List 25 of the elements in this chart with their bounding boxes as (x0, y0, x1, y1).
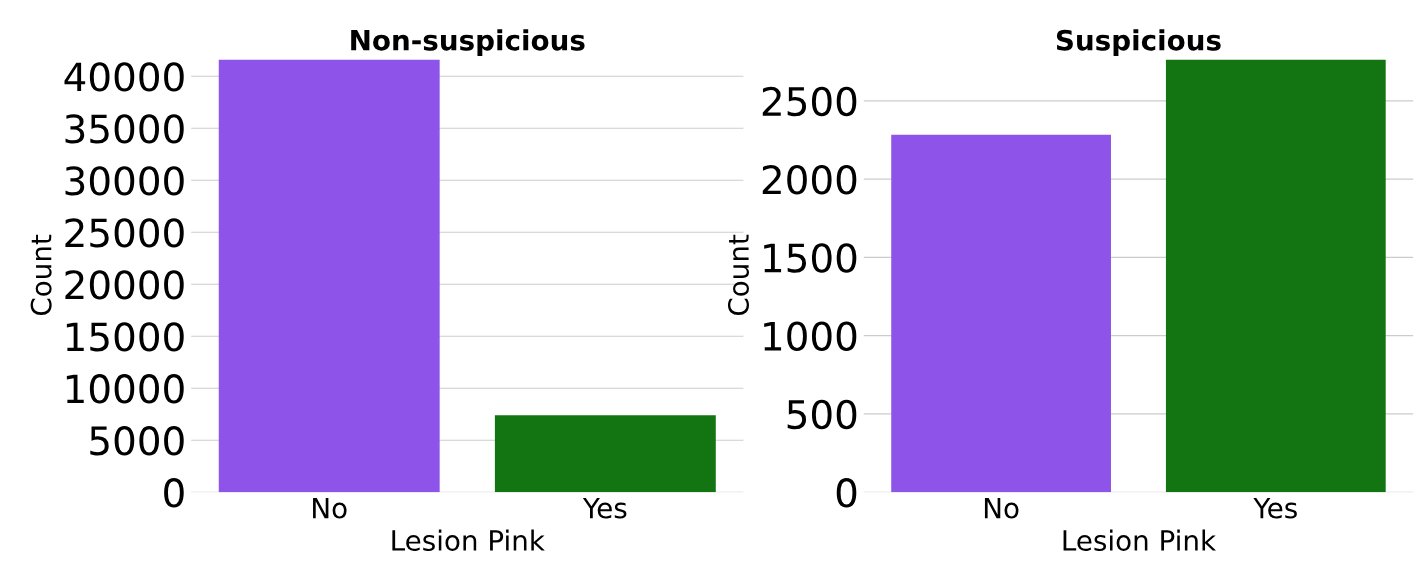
y-tick-label: 500 (787, 399, 857, 430)
x-tick-label: No (984, 497, 1019, 519)
y-axis-title: Count (30, 234, 52, 316)
y-tick-label: 35000 (65, 114, 184, 144)
y-tick-label: 1000 (764, 321, 857, 351)
y-tick-label: 20000 (65, 270, 184, 300)
y-tick-label: 0 (836, 478, 857, 508)
chart-title: Non-suspicious (351, 29, 585, 57)
y-tick-label: 0 (164, 478, 184, 508)
y-tick-label: 2000 (762, 165, 857, 195)
x-tick-label: Yes (582, 497, 627, 519)
y-tick-label: 1500 (764, 243, 857, 273)
y-tick-label: 2500 (762, 86, 857, 117)
x-tick-label: Yes (1253, 497, 1297, 519)
y-tick-label: 30000 (65, 166, 184, 196)
x-tick-label: No (313, 497, 347, 519)
y-tick-label: 40000 (64, 62, 184, 92)
x-axis-title: Lesion Pink (1063, 529, 1216, 551)
y-tick-label: 15000 (66, 322, 184, 352)
x-axis-title: Lesion Pink (392, 529, 545, 551)
y-axis-title: Count (727, 234, 749, 316)
y-tick-label: 10000 (66, 374, 184, 404)
chart-title: Suspicious (1056, 29, 1221, 57)
y-tick-label: 5000 (90, 426, 184, 456)
y-tick-label: 25000 (65, 218, 184, 248)
